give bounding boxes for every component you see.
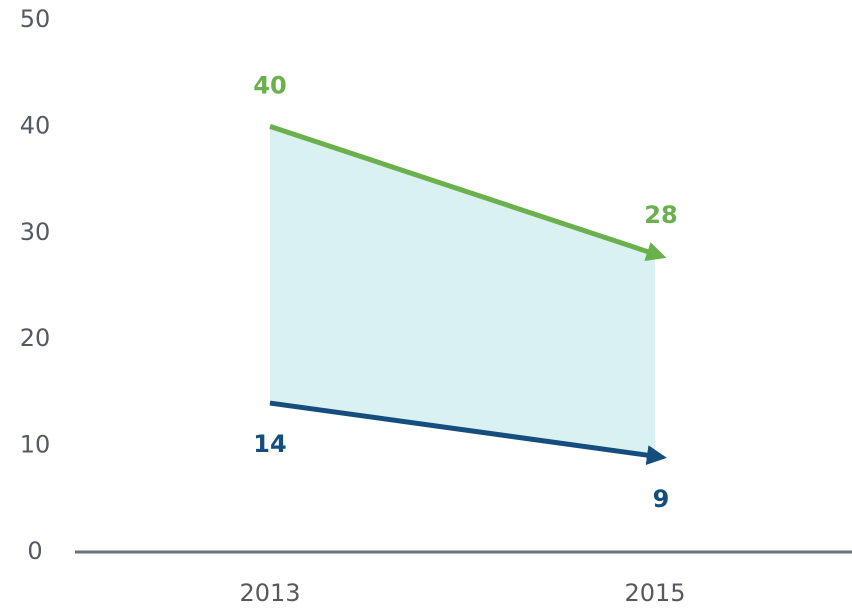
y-tick-label: 10: [20, 431, 51, 459]
x-tick-label: 2013: [239, 579, 300, 607]
y-tick-label: 50: [20, 5, 51, 33]
y-tick-label: 40: [20, 111, 51, 139]
data-label: 28: [644, 201, 677, 229]
y-tick-label: 30: [20, 218, 51, 246]
y-tick-label: 0: [27, 537, 42, 565]
fill-between: [270, 126, 655, 457]
series-line: [269, 124, 667, 262]
data-label: 40: [253, 71, 286, 99]
data-label: 9: [653, 485, 670, 513]
data-label: 14: [253, 430, 286, 458]
y-tick-label: 20: [20, 324, 51, 352]
series-line: [269, 400, 667, 466]
x-tick-label: 2015: [624, 579, 685, 607]
